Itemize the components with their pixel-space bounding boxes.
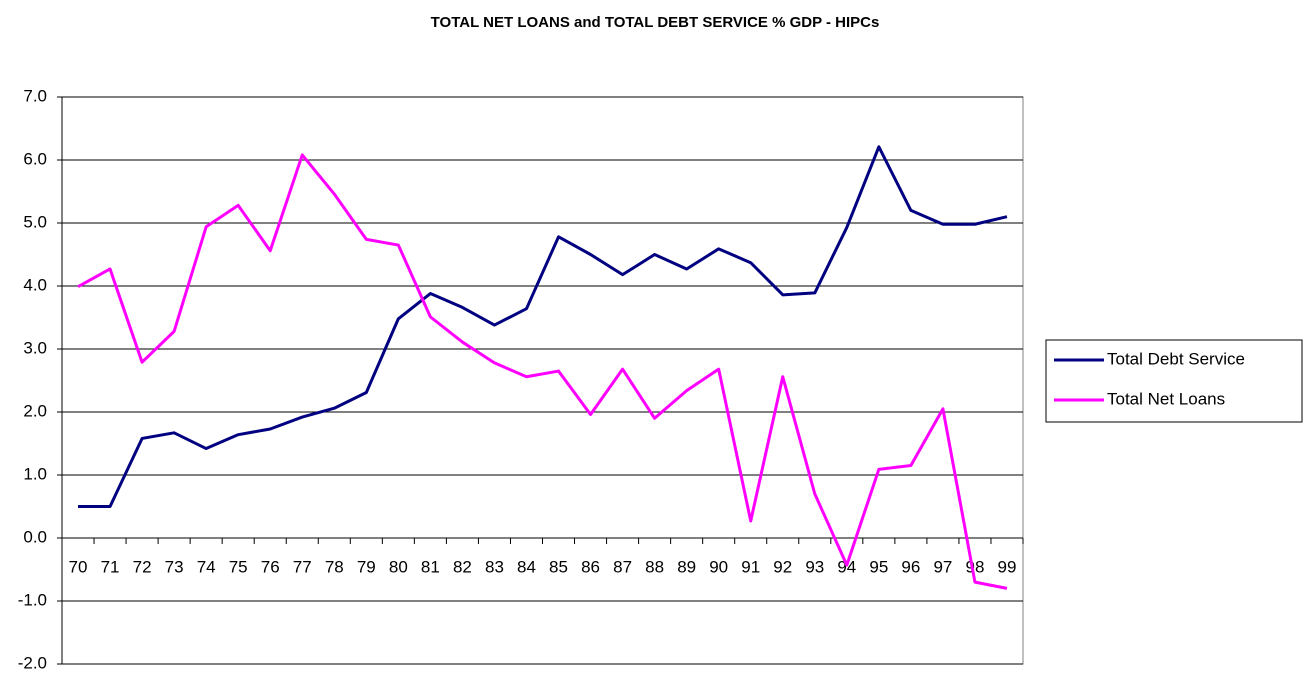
x-tick-label: 72 <box>133 557 152 576</box>
x-tick-label: 96 <box>901 557 920 576</box>
x-tick-label: 79 <box>357 557 376 576</box>
x-tick-label: 85 <box>549 557 568 576</box>
x-tick-label: 81 <box>421 557 440 576</box>
y-tick-label: 3.0 <box>23 338 47 357</box>
x-tick-label: 76 <box>261 557 280 576</box>
x-tick-label: 98 <box>965 557 984 576</box>
series-line <box>78 145 1008 508</box>
y-tick-label: -1.0 <box>18 590 47 609</box>
x-tick-label: 86 <box>581 557 600 576</box>
x-tick-label: 84 <box>517 557 536 576</box>
legend-label: Total Debt Service <box>1107 349 1245 368</box>
series-line <box>77 153 1008 590</box>
x-tick-label: 88 <box>645 557 664 576</box>
x-tick-label: 93 <box>805 557 824 576</box>
x-tick-label: 70 <box>69 557 88 576</box>
y-tick-label: 6.0 <box>23 149 47 168</box>
x-tick-label: 75 <box>229 557 248 576</box>
y-tick-label: 1.0 <box>23 464 47 483</box>
y-tick-label: 7.0 <box>23 86 47 105</box>
y-tick-label: 4.0 <box>23 275 47 294</box>
x-tick-label: 80 <box>389 557 408 576</box>
x-tick-label: 90 <box>709 557 728 576</box>
legend <box>1045 339 1303 423</box>
x-tick-label: 95 <box>869 557 888 576</box>
x-tick-label: 71 <box>101 557 120 576</box>
x-tick-label: 99 <box>998 557 1017 576</box>
x-tick-label: 83 <box>485 557 504 576</box>
x-tick-label: 92 <box>773 557 792 576</box>
legend-label: Total Net Loans <box>1107 389 1225 408</box>
chart-title: TOTAL NET LOANS and TOTAL DEBT SERVICE %… <box>431 14 880 31</box>
y-tick-label: 2.0 <box>23 401 47 420</box>
x-tick-label: 87 <box>613 557 632 576</box>
y-tick-label: -2.0 <box>18 653 47 672</box>
x-tick-label: 77 <box>293 557 312 576</box>
x-tick-label: 73 <box>165 557 184 576</box>
x-tick-label: 78 <box>325 557 344 576</box>
x-tick-label: 91 <box>741 557 760 576</box>
x-tick-label: 74 <box>197 557 216 576</box>
y-tick-label: 0.0 <box>23 527 47 546</box>
x-tick-label: 97 <box>933 557 952 576</box>
plot-area <box>61 96 1024 665</box>
x-tick-label: 94 <box>837 557 856 576</box>
x-tick-label: 82 <box>453 557 472 576</box>
x-tick-label: 89 <box>677 557 696 576</box>
y-tick-label: 5.0 <box>23 212 47 231</box>
